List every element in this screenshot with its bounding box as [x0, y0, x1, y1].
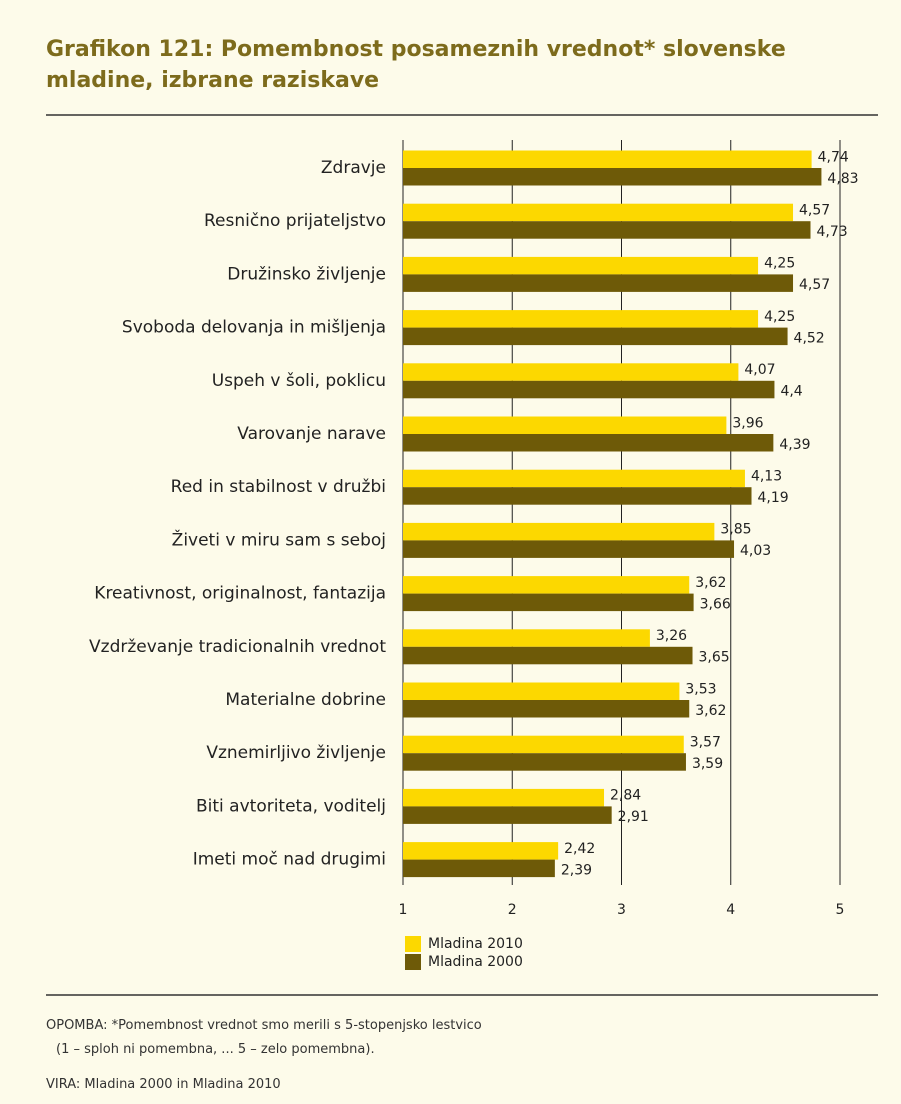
value-label: 4,57 [799, 277, 830, 293]
value-label: 3,26 [656, 628, 687, 644]
value-label: 3,66 [700, 596, 731, 612]
value-label: 4,52 [794, 330, 825, 346]
y-tick-label: Red in stabilnost v družbi [171, 477, 386, 497]
value-label: 3,96 [732, 415, 763, 431]
value-label: 3,53 [685, 681, 716, 697]
value-label: 4,07 [744, 362, 775, 378]
value-label: 4,83 [827, 171, 858, 187]
bar [403, 487, 752, 505]
value-label: 3,85 [720, 522, 751, 538]
bar [403, 842, 559, 860]
bar [403, 221, 811, 239]
y-tick-label: Biti avtoriteta, voditelj [196, 796, 386, 816]
value-label: 2,39 [561, 862, 592, 878]
bar [403, 788, 605, 807]
y-tick-label: Resnično prijateljstvo [204, 211, 386, 231]
bar [403, 629, 650, 647]
x-tick-label: 3 [617, 902, 626, 918]
note: (1 – sploh ni pomembna, ... 5 – zelo pom… [56, 1042, 375, 1057]
chart-title: Grafikon 121: Pomembnost posameznih vred… [46, 37, 786, 93]
value-label: 3,57 [690, 734, 721, 750]
legend-swatch [405, 954, 421, 970]
y-tick-label: Imeti moč nad drugimi [193, 850, 386, 870]
x-tick-label: 1 [399, 902, 408, 918]
x-tick-label: 4 [726, 902, 735, 918]
bar [403, 256, 759, 275]
y-tick-label: Vzdrževanje tradicionalnih vrednot [89, 637, 386, 657]
y-tick-label: Kreativnost, originalnost, fantazija [94, 584, 386, 604]
bar [403, 540, 735, 558]
value-label: 3,65 [699, 650, 730, 666]
bar [403, 380, 775, 399]
value-label: 4,4 [780, 384, 802, 400]
bar [403, 593, 694, 612]
value-label: 2,84 [610, 788, 641, 804]
y-tick-label: Varovanje narave [237, 424, 386, 444]
value-label: 4,03 [740, 543, 771, 559]
legend-swatch [405, 936, 421, 952]
bar [403, 434, 774, 452]
value-label: 4,25 [764, 256, 795, 272]
bar [403, 682, 680, 700]
legend-label: Mladina 2000 [428, 954, 523, 970]
note: OPOMBA: *Pomembnost vrednot smo merili s… [46, 1018, 482, 1033]
note: VIRA: Mladina 2000 in Mladina 2010 [46, 1077, 281, 1092]
bar [403, 203, 794, 222]
bar [403, 806, 612, 824]
bar [403, 310, 759, 328]
value-label: 4,25 [764, 309, 795, 325]
bar [403, 700, 690, 718]
value-label: 3,59 [692, 756, 723, 772]
y-tick-label: Družinsko življenje [227, 264, 386, 284]
value-label: 3,62 [695, 703, 726, 719]
value-label: 2,91 [618, 809, 649, 825]
value-label: 2,42 [564, 841, 595, 857]
value-label: 4,74 [818, 149, 849, 165]
bar [403, 469, 745, 488]
bar [403, 168, 822, 186]
value-label: 4,39 [779, 437, 810, 453]
value-label: 4,73 [817, 224, 848, 240]
bar [403, 859, 555, 878]
bar [403, 327, 788, 346]
legend-label: Mladina 2010 [428, 936, 523, 952]
value-label: 3,62 [695, 575, 726, 591]
bar [403, 735, 684, 754]
y-tick-label: Živeti v miru sam s seboj [172, 528, 386, 550]
x-tick-label: 5 [836, 902, 845, 918]
bar [403, 753, 686, 771]
y-tick-label: Svoboda delovanja in mišljenja [122, 318, 386, 338]
bar [403, 363, 739, 381]
bar [403, 576, 690, 594]
bar [403, 150, 812, 168]
value-label: 4,19 [758, 490, 789, 506]
bar [403, 274, 794, 292]
y-tick-label: Zdravje [321, 158, 386, 178]
value-label: 4,57 [799, 202, 830, 218]
y-tick-label: Vznemirljivo življenje [206, 743, 386, 763]
bar [403, 646, 693, 665]
y-tick-label: Materialne dobrine [225, 690, 386, 710]
bar [403, 416, 727, 434]
value-label: 4,13 [751, 468, 782, 484]
x-tick-label: 2 [508, 902, 517, 918]
bar [403, 522, 715, 541]
y-tick-label: Uspeh v šoli, poklicu [212, 371, 386, 391]
